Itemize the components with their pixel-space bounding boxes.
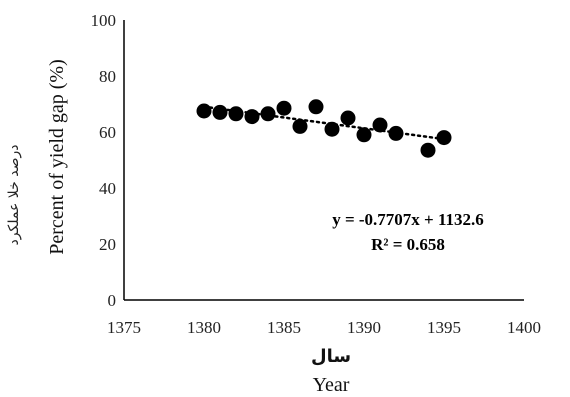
data-point xyxy=(196,103,212,119)
r-squared-label: R² = 0.658 xyxy=(371,235,445,254)
y-tick-label: 80 xyxy=(99,67,116,86)
data-point xyxy=(356,127,372,143)
data-point xyxy=(228,106,244,122)
data-point xyxy=(372,117,388,133)
y-axis-label: Percent of yield gap (%) xyxy=(46,59,68,254)
tick-labels: 0 20 40 60 80 100 1375 1380 1385 1390 1395 1400 xyxy=(91,11,542,337)
x-axis-label: Year xyxy=(313,374,350,396)
x-tick-label: 1380 xyxy=(187,318,221,337)
y-tick-label: 40 xyxy=(99,179,116,198)
axes xyxy=(123,20,524,301)
x-tick-label: 1395 xyxy=(427,318,461,337)
y-tick-label: 20 xyxy=(99,235,116,254)
data-point xyxy=(212,104,228,120)
data-point xyxy=(388,125,404,141)
x-axis-label-persian: سال xyxy=(311,346,351,367)
x-tick-label: 1375 xyxy=(107,318,141,337)
data-point xyxy=(244,109,260,125)
data-point xyxy=(276,100,292,116)
data-point xyxy=(292,118,308,134)
y-tick-label: 100 xyxy=(91,11,117,30)
y-tick-label: 60 xyxy=(99,123,116,142)
data-point xyxy=(260,106,276,122)
data-point xyxy=(308,99,324,115)
y-tick-label: 0 xyxy=(108,291,117,310)
trendline-equation: y = -0.7707x + 1132.6 xyxy=(332,210,484,229)
x-tick-label: 1400 xyxy=(507,318,541,337)
data-point xyxy=(436,130,452,146)
data-point xyxy=(340,110,356,126)
trendline xyxy=(202,105,446,141)
data-point xyxy=(324,121,340,137)
y-axis-label-persian: درصد خلا عملکرد xyxy=(6,145,22,246)
x-tick-label: 1385 xyxy=(267,318,301,337)
data-point xyxy=(420,142,436,158)
x-tick-label: 1390 xyxy=(347,318,381,337)
data-points xyxy=(196,99,452,158)
